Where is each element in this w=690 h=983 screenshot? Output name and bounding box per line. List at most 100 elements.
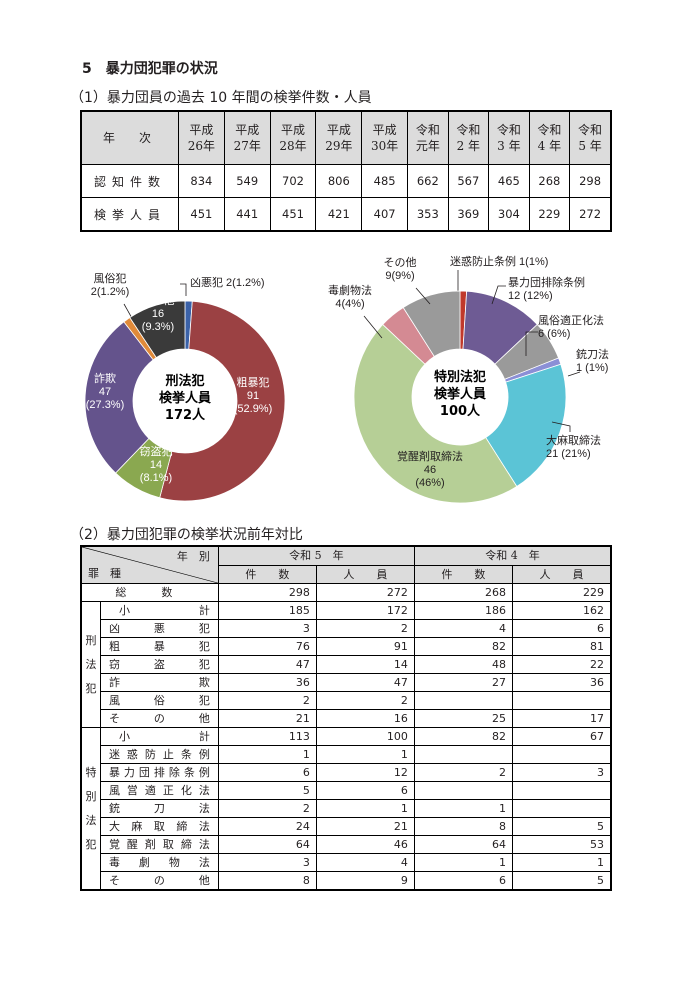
header-r5-people: 人 員 — [315, 564, 415, 584]
table2-cell: 6 — [511, 619, 612, 638]
total-cell: 272 — [315, 583, 415, 602]
donut-slice — [402, 290, 461, 358]
total-cell: 298 — [217, 583, 317, 602]
crime-type-label: 凶悪犯 — [99, 619, 219, 638]
slice-label: 大麻取締法 21 (21%) — [546, 433, 601, 460]
table2-cell — [413, 745, 513, 764]
year-header-part: 2 年 — [456, 139, 481, 153]
table2-cell: 6 — [315, 781, 415, 800]
crime-type-label: 迷惑防止条例 — [99, 745, 219, 764]
year-header: 平成 27年 — [223, 110, 271, 165]
slice-label: 覚醒剤取締法 46 (46%) — [397, 449, 463, 489]
header-r4: 令和 4 年 — [413, 545, 612, 566]
donut-slice — [129, 300, 186, 359]
table2-cell: 3 — [217, 853, 317, 872]
table2-cell: 81 — [511, 637, 612, 656]
table2-cell: 3 — [217, 619, 317, 638]
header-r4-people: 人 員 — [511, 564, 612, 584]
table2-title: （2）暴力団犯罪の検挙状況前年対比 — [70, 527, 303, 543]
table2-cell: 12 — [315, 763, 415, 782]
table1-cell: 268 — [528, 164, 571, 198]
crime-type-label: 毒劇物法 — [99, 853, 219, 872]
header-r5-cases: 件 数 — [217, 564, 317, 584]
table2-cell: 2 — [315, 691, 415, 710]
slice-label: 凶悪犯 2(1.2%) — [190, 276, 265, 289]
table1-cell: 702 — [269, 164, 317, 198]
year-header-part: 令和 — [578, 123, 603, 137]
year-header-part: 令和 — [456, 123, 481, 137]
table2-cell: 5 — [511, 817, 612, 836]
table-row: 暴力団排除条例 6 12 2 3 — [81, 763, 612, 782]
slice-label: 銃刀法 1 (1%) — [576, 347, 609, 374]
table2-cell: 82 — [413, 727, 513, 746]
table-row: 窃盗犯 47 14 48 22 — [81, 655, 612, 674]
donut-center-label: 検挙人員 — [434, 386, 486, 402]
crime-type-label: 粗暴犯 — [99, 637, 219, 656]
donut-slice — [84, 321, 154, 474]
table1-cell: 421 — [315, 197, 363, 232]
table2-cell: 2 — [315, 619, 415, 638]
row-label-arrested: 検挙人員 — [80, 197, 179, 232]
slice-label: 暴力団排除条例 12 (12%) — [508, 275, 585, 302]
table2-cell: 113 — [217, 727, 317, 746]
table2-cell: 1 — [217, 745, 317, 764]
slice-label: 迷惑防止条例 1(1%) — [450, 254, 548, 268]
table1-cell: 806 — [315, 164, 363, 198]
year-header: 平成 30年 — [361, 110, 409, 165]
crime-type-label: 大麻取締法 — [99, 817, 219, 836]
table2-cell: 76 — [217, 637, 317, 656]
leader-line — [567, 371, 581, 377]
table2-cell: 91 — [315, 637, 415, 656]
table1-cell: 465 — [488, 164, 530, 198]
year-header-part: 平成 — [281, 123, 306, 137]
table2-cell: 172 — [315, 601, 415, 620]
year-header-part: 29年 — [325, 139, 353, 153]
table2-cell: 47 — [315, 673, 415, 692]
table-row: 風営適正化法 5 6 — [81, 781, 612, 800]
table2-cell: 1 — [315, 745, 415, 764]
slice-label: 毒劇物法 4(4%) — [328, 283, 372, 310]
table2-cell: 17 — [511, 709, 612, 728]
table-row: 刑法犯小 計 185 172 186 162 — [80, 601, 612, 728]
donut-center-label: 100人 — [440, 403, 481, 419]
year-header-part: 平成 — [372, 123, 397, 137]
table1-cell: 304 — [488, 197, 530, 232]
table2-cell: 46 — [315, 835, 415, 854]
table2-cell: 100 — [315, 727, 415, 746]
leader-line — [415, 287, 431, 305]
table-row: 粗暴犯 76 91 82 81 — [81, 637, 612, 656]
table2-cell — [511, 781, 612, 800]
table2-cell: 9 — [315, 871, 415, 891]
year-header: 令和 元年 — [407, 110, 449, 165]
year-header-part: 30年 — [371, 139, 399, 153]
table2-cell: 2 — [217, 691, 317, 710]
table2-cell: 36 — [511, 673, 612, 692]
table2-cell: 82 — [413, 637, 513, 656]
year-header-part: 26年 — [187, 139, 216, 153]
slice-label: その他 16 (9.3%) — [142, 294, 175, 333]
table-row: 特別法犯小 計 113 100 82 67 — [80, 727, 612, 891]
table2-cell: 47 — [217, 655, 317, 674]
special-law-donut-chart: 迷惑防止条例 1(1%) 暴力団排除条例 12 (12%) 風俗適正化法 6 (6%) 銃… — [328, 254, 609, 504]
year-header: 令和 3 年 — [488, 110, 530, 165]
donut-center-label: 刑法犯 — [165, 373, 204, 389]
table-row: その他 8 9 6 5 — [81, 871, 612, 891]
year-comparison-table: 年 別 罪 種 令和 5 年 令和 4 年 件 数 人 員 件 数 人 員 総 … — [80, 545, 612, 891]
table2-cell: 3 — [511, 763, 612, 782]
table2-cell: 24 — [217, 817, 317, 836]
slice-label: 詐欺 47 (27.3%) — [86, 371, 125, 411]
row-label-cases: 認知件数 — [80, 164, 179, 198]
group-label: 特別法犯 — [80, 727, 101, 891]
table1-cell: 369 — [447, 197, 490, 232]
table2-cell: 25 — [413, 709, 513, 728]
table2-cell: 185 — [217, 601, 317, 620]
table2-cell: 21 — [315, 817, 415, 836]
crime-type-label: 小 計 — [99, 727, 219, 746]
crime-type-label: 風俗犯 — [99, 691, 219, 710]
table2-cell: 48 — [413, 655, 513, 674]
table2-cell: 14 — [315, 655, 415, 674]
table2-cell: 22 — [511, 655, 612, 674]
year-header-part: 平成 — [189, 123, 214, 137]
year-header: 令和 5 年 — [569, 110, 612, 165]
year-header-part: 令和 — [537, 123, 562, 137]
